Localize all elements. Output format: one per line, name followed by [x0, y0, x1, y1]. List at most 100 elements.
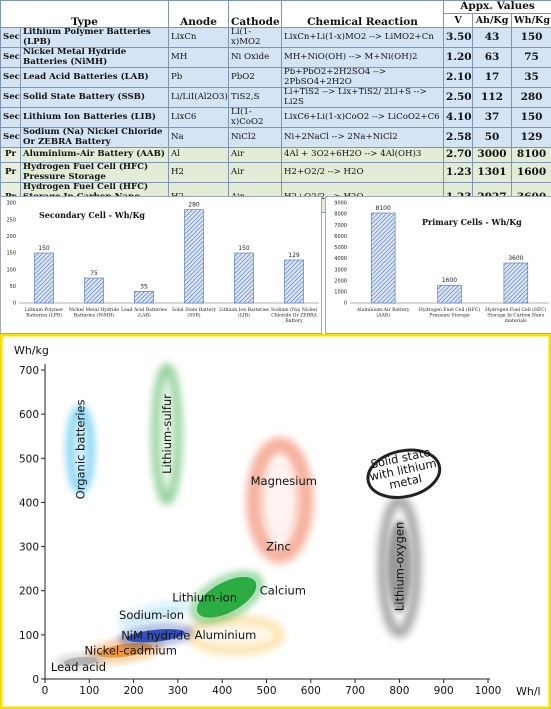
row-ah-kg: 43: [472, 27, 513, 48]
row-category: Sec: [0, 107, 21, 128]
row-anode: Al: [168, 147, 230, 163]
bar-value-label: 75: [90, 270, 98, 277]
table-body: Sec Lithium Polymer Batteries (LPB) LixCn L…: [0, 27, 551, 213]
row-reaction: Pb+PbO2+2H2SO4 --> 2PbSO4+2H2O: [281, 67, 445, 88]
y-tick-label: 2000: [334, 278, 347, 284]
row-type: Lithium Ion Batteries (LIB): [19, 107, 170, 128]
row-voltage: 2.58: [443, 127, 474, 148]
x-axis-label: Wh/l: [516, 685, 541, 698]
row-reaction: 4Al + 3O2+6H2O --> 4Al(OH)3: [281, 147, 445, 163]
row-wh-kg: 150: [511, 107, 551, 128]
category-label: Nickel Metal Hydride Batteries (NiMH): [69, 307, 120, 318]
region-12: [57, 653, 104, 669]
row-wh-kg: 35: [511, 67, 551, 88]
y-tick-label: 100: [19, 630, 39, 642]
row-cathode: LI(1-x)CoO2: [228, 107, 283, 128]
bar: [370, 212, 396, 304]
region-fill: [196, 577, 257, 618]
x-tick-label: 300: [168, 685, 188, 697]
region-fill: [261, 461, 298, 539]
row-ah-kg: 50: [472, 127, 513, 148]
row-anode: LixC6: [168, 107, 230, 128]
category-label: Aluminium-Air Battery (AAB): [356, 307, 410, 318]
x-tick-label: 600: [301, 685, 321, 697]
x-tick-label: 100: [79, 685, 99, 697]
row-cathode: NiCl2: [228, 127, 283, 148]
y-tick-label: 7000: [334, 223, 347, 229]
y-tick-label: 200: [19, 586, 39, 598]
secondary-chart-title: Secondary Cell - Wh/Kg: [39, 210, 145, 220]
y-tick-label: 0: [32, 674, 39, 686]
category-label-line: Sodium (Na) Nickel: [271, 306, 317, 313]
header-type: Type: [0, 0, 170, 28]
region-fill: [204, 624, 267, 646]
x-tick-label: 200: [124, 685, 144, 697]
region-9: [119, 625, 193, 646]
y-tick-label: 3000: [334, 267, 347, 273]
bar: [437, 284, 462, 304]
row-category: Pr: [0, 162, 21, 183]
header-ah-kg: Ah/Kg: [472, 13, 513, 28]
bar: [234, 252, 254, 304]
x-tick-label: 0: [42, 685, 49, 697]
region-glow: [246, 437, 314, 564]
y-tick-label: 150: [6, 251, 16, 257]
category-label: Lithium Ion Batteries (LIB): [219, 307, 269, 318]
bar: [34, 252, 54, 304]
battery-comparison-table: Type Anode Cathode Chemical Reaction App…: [0, 0, 551, 213]
ragone-axes: 0 100 200 300 400 500 600 700 800 900 1000 0 100 200 3…: [19, 364, 501, 697]
category-label: Lead Acid Batteries (LAB): [121, 307, 168, 318]
category-label-line: Hydrogen Fuel Cell (HFC): [485, 306, 547, 313]
bar: [284, 259, 304, 304]
row-ah-kg: 3000: [472, 147, 513, 163]
row-cathode: Air: [228, 147, 283, 163]
y-tick-label: 250: [6, 217, 16, 223]
row-reaction: Li+TiS2 --> Lix+TiS2/ 2Li+S --> Li2S: [281, 87, 445, 108]
row-wh-kg: 1600: [511, 162, 551, 183]
header-wh-kg: Wh/Kg: [511, 13, 551, 28]
category-label-line: Batteries (NiMH): [74, 311, 115, 318]
region-label: Zinc: [266, 540, 291, 554]
category-label: Sodium (Na) Nickel Chloride Or ZEBRA Batte…: [271, 306, 317, 324]
bar-value-label: 3600: [508, 255, 523, 262]
row-voltage: 1.20: [443, 47, 474, 68]
category-label-line: materials: [505, 318, 528, 324]
row-category: Sec: [0, 67, 21, 88]
y-tick-label: 4000: [334, 256, 347, 262]
category-label-line: (LIB): [238, 311, 250, 318]
region-label: Lead acid: [51, 660, 106, 674]
header-cathode: Cathode: [228, 0, 283, 28]
table-row: Sec Lithium Polymer Batteries (LPB) LixCn L…: [0, 27, 551, 48]
row-type: Hydrogen Fuel Cell (HFC) Pressure Storag…: [19, 162, 170, 183]
region-fill: [127, 606, 180, 624]
region-6: [366, 448, 442, 499]
y-tick-label: 0: [13, 301, 16, 307]
y-tick-label: 8000: [334, 212, 347, 218]
row-wh-kg: 280: [511, 87, 551, 108]
row-anode: MH: [168, 47, 230, 68]
category-label: Solid State Battery (SSB): [172, 307, 217, 318]
header-anode: Anode: [168, 0, 230, 28]
row-reaction: LixCn+Li(1-x)MO2 --> LiMO2+Cn: [281, 27, 445, 48]
y-tick-label: 50: [10, 284, 16, 290]
category-label: Hydrogen Fuel Cell (HFC) Pressure Storage: [419, 306, 481, 318]
region-fill: [97, 642, 153, 658]
table-row: Pr Hydrogen Fuel Cell (HFC) Pressure Stor…: [0, 162, 551, 183]
row-type: Solid State Battery (SSB): [19, 87, 170, 108]
bar-value-label: 35: [140, 283, 148, 290]
row-anode: LixCn: [168, 27, 230, 48]
category-label: Hydrogen Fuel Cell (HFC) Storage In Carbo…: [485, 306, 547, 324]
region-label: Organic batteries: [73, 400, 87, 500]
row-anode: Pb: [168, 67, 230, 88]
region-label: Lithium-oxygen: [392, 522, 406, 611]
ragone-energy-density-chart: Wh/kg Wh/l 0 100 200 300 400 500 600 700 800 900 1…: [0, 334, 551, 709]
bar-value-label: 280: [188, 202, 200, 209]
region-glow: [66, 405, 95, 494]
table-row: Sec Nickel Metal Hydride Batteries (NiMH)…: [0, 47, 551, 68]
category-label-line: Lithium Polymer: [25, 307, 64, 313]
region-label: Magnesium: [251, 474, 317, 488]
region-2: [246, 437, 314, 564]
row-voltage: 4.10: [443, 107, 474, 128]
row-wh-kg: 129: [511, 127, 551, 148]
region-glow: [191, 572, 263, 623]
